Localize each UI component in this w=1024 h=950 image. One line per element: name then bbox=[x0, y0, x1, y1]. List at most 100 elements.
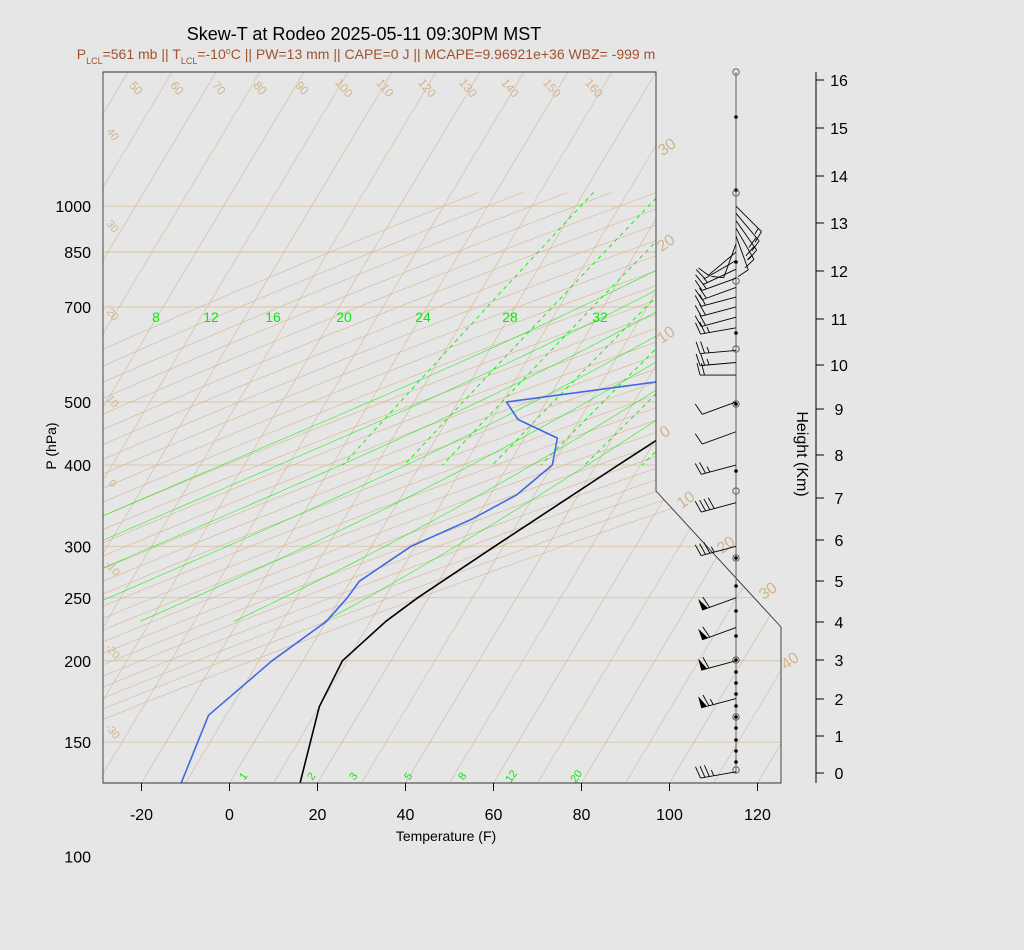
wind-barb-half bbox=[703, 277, 708, 283]
wind-barb-half bbox=[706, 358, 710, 365]
x-tick-label: 100 bbox=[656, 807, 683, 824]
wind-barb-flag bbox=[698, 598, 708, 611]
pressure-tick-label: 400 bbox=[64, 458, 91, 475]
pressure-tick-label: 700 bbox=[64, 300, 91, 317]
wind-barb-full bbox=[696, 362, 701, 376]
wind-barb-shaft bbox=[723, 243, 737, 278]
wind-barb bbox=[698, 251, 737, 276]
height-tick-label: 12 bbox=[830, 264, 848, 281]
mixing-ratio-label: 3 bbox=[347, 771, 360, 783]
wind-barb bbox=[694, 401, 737, 415]
height-marker-dot bbox=[734, 115, 738, 119]
wind-barb bbox=[694, 431, 737, 445]
height-axis-label: Height (Km) bbox=[793, 411, 810, 496]
wind-barb-half bbox=[706, 466, 711, 473]
moist-adiabat-label: 16 bbox=[265, 309, 281, 325]
wind-barb-full bbox=[694, 501, 702, 513]
moist-adiabat-label: 28 bbox=[502, 309, 518, 325]
height-marker-dot bbox=[734, 670, 738, 674]
height-marker-dot bbox=[734, 726, 738, 730]
wind-barb-full bbox=[748, 237, 757, 248]
height-marker-dot bbox=[734, 469, 738, 473]
chart-title: Skew-T at Rodeo 2025-05-11 09:30PM MST bbox=[187, 24, 542, 44]
wind-barb-full bbox=[694, 544, 702, 556]
wind-barb-full bbox=[745, 246, 755, 257]
height-marker-circle bbox=[732, 345, 740, 353]
wind-barb-half bbox=[709, 699, 714, 705]
wind-barb-full bbox=[711, 275, 724, 279]
wind-barb-full bbox=[701, 362, 705, 376]
wind-barb-full bbox=[694, 315, 702, 327]
dry-adiabat-line bbox=[103, 192, 781, 783]
wind-barb-full bbox=[748, 249, 757, 260]
isotherm-label-right: 40 bbox=[778, 649, 802, 673]
wind-barb-flag bbox=[698, 628, 708, 640]
wind-barb bbox=[695, 260, 737, 279]
wind-barb-shaft bbox=[701, 316, 737, 327]
height-tick-label: 8 bbox=[835, 448, 844, 465]
wind-barb-shaft bbox=[704, 260, 737, 279]
wind-barb-full bbox=[754, 231, 762, 243]
wind-barb-full bbox=[703, 765, 710, 777]
height-marker-dot bbox=[734, 609, 738, 613]
dry-adiabat-line bbox=[103, 192, 781, 783]
mixing-ratio-line bbox=[404, 192, 663, 466]
wind-barb-half bbox=[702, 283, 707, 290]
height-marker-dot bbox=[734, 402, 738, 406]
moist-adiabat-label: 20 bbox=[336, 309, 352, 325]
wind-barb-full bbox=[751, 240, 760, 252]
isotherm-line bbox=[0, 72, 40, 783]
wind-barb-shaft bbox=[700, 350, 737, 355]
wind-barb bbox=[735, 235, 749, 278]
dry-adiabat-line bbox=[103, 192, 613, 783]
pressure-tick-label: 300 bbox=[64, 539, 91, 556]
wind-barb bbox=[698, 657, 737, 671]
isotherm-line bbox=[581, 72, 781, 783]
isotherm-line bbox=[103, 72, 437, 783]
mixing-ratio-label: 2 bbox=[305, 771, 318, 783]
mixing-ratio-label: 5 bbox=[402, 771, 415, 783]
height-marker-circle bbox=[732, 277, 740, 285]
moist-adiabat-line bbox=[324, 192, 781, 622]
dry-adiabat-line bbox=[103, 192, 781, 783]
height-marker-dot bbox=[734, 556, 738, 560]
chart-subtitle-part: P bbox=[77, 46, 86, 62]
moist-adiabat-line bbox=[103, 192, 781, 622]
wind-barb-full bbox=[694, 463, 702, 475]
dry-adiabat-line bbox=[103, 192, 781, 783]
wind-barb-full bbox=[700, 353, 706, 366]
wind-barb-half bbox=[746, 255, 753, 261]
wind-barb-full bbox=[702, 596, 711, 608]
wind-barb bbox=[735, 205, 762, 243]
height-tick-label: 10 bbox=[830, 358, 848, 375]
height-tick-label: 15 bbox=[830, 121, 848, 138]
wind-barb-full bbox=[699, 321, 706, 334]
dry-adiabat-line bbox=[103, 192, 781, 783]
wind-barb-shaft bbox=[701, 698, 737, 709]
isotherm-line bbox=[103, 72, 481, 783]
wind-barb-full bbox=[699, 304, 706, 316]
height-tick-label: 4 bbox=[835, 615, 844, 632]
plot-frame bbox=[102, 71, 782, 784]
chart-subtitle-part: LCL bbox=[86, 56, 103, 66]
wind-barb-shaft bbox=[735, 213, 760, 242]
dry-adiabat-line bbox=[103, 192, 781, 783]
isotherm-label-right: 10 bbox=[674, 488, 698, 512]
chart-subtitle: PLCL=561 mb || TLCL=-10oC || PW=13 mm ||… bbox=[77, 46, 656, 66]
wind-barb bbox=[694, 462, 737, 475]
isotherm-label-right: 20 bbox=[714, 533, 738, 557]
wind-barb-shaft bbox=[735, 205, 762, 232]
wind-barb bbox=[735, 227, 755, 269]
wind-barb-full bbox=[695, 766, 701, 779]
moist-adiabat-label: 24 bbox=[415, 309, 431, 325]
dry-adiabat-line bbox=[103, 192, 781, 783]
wind-barb-shaft bbox=[708, 251, 737, 276]
chart-subtitle-part: LCL bbox=[181, 56, 198, 66]
wind-barb-full bbox=[703, 542, 711, 554]
wind-barb-full bbox=[707, 497, 715, 509]
wind-barb bbox=[735, 220, 758, 260]
wind-barb-full bbox=[699, 287, 707, 299]
wind-barb-full bbox=[699, 765, 706, 778]
dry-adiabat-line bbox=[103, 192, 781, 783]
